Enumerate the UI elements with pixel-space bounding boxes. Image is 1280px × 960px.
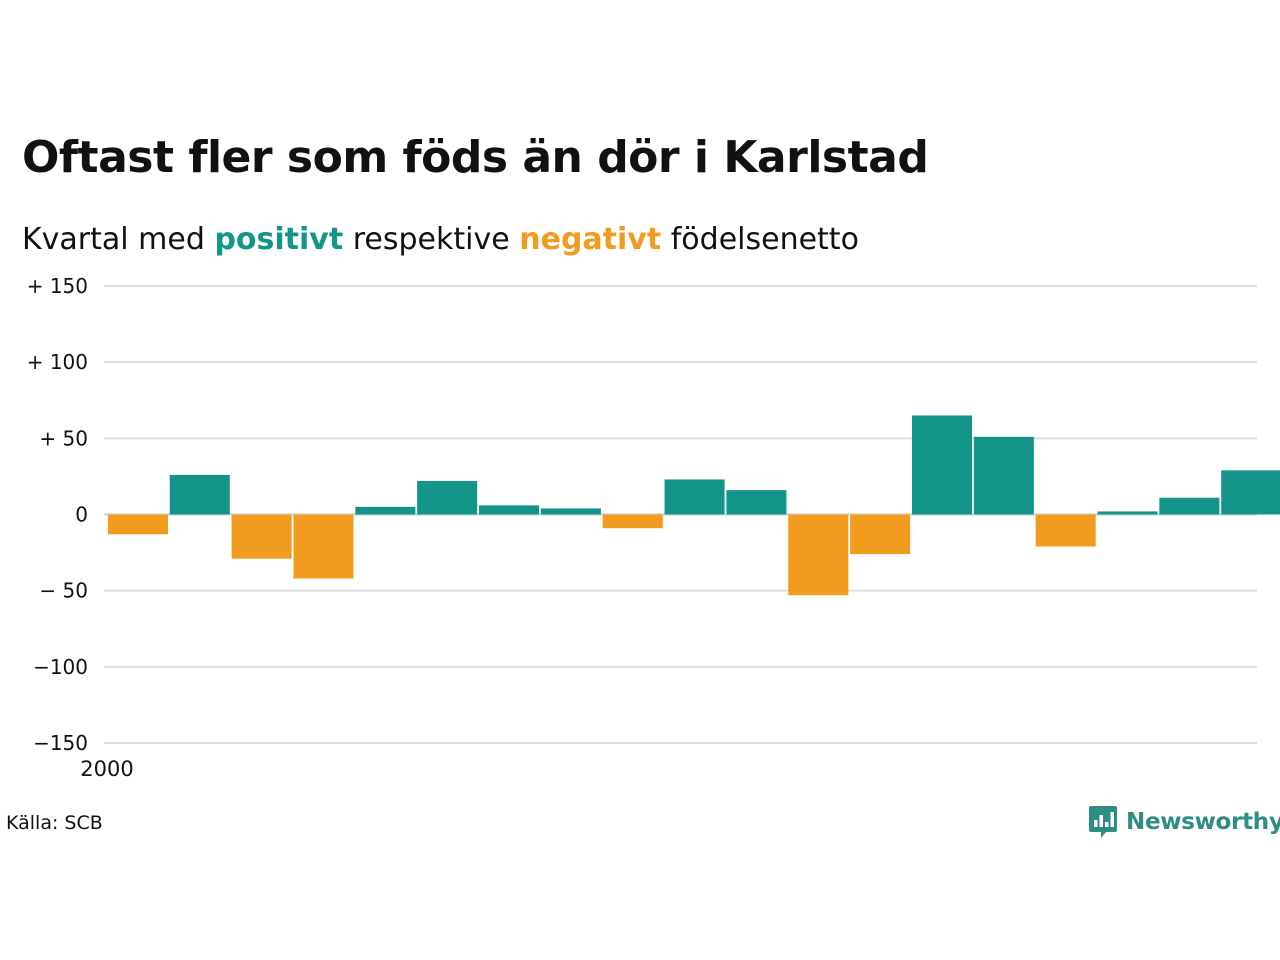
bar [911,415,972,515]
newsworthy-logo: Newsworthy [1088,804,1280,840]
bar [107,514,168,535]
subtitle-positive-word: positivt [214,222,344,257]
subtitle-prefix: Kvartal med [22,222,205,257]
subtitle-suffix: födelsenetto [670,222,859,257]
subtitle-middle: respektive [352,222,510,257]
bar [1097,511,1158,515]
newsworthy-logo-text: Newsworthy [1126,809,1280,835]
bar [664,479,725,515]
bar [1221,470,1280,515]
y-tick-label: −100 [33,655,88,679]
source-note: Källa: SCB [6,812,103,834]
y-tick-label: + 50 [39,426,88,450]
bar [293,514,354,579]
bar [169,474,230,515]
bar [973,436,1034,515]
bar [231,514,292,559]
bar [417,480,478,515]
y-tick-label: + 100 [27,350,88,374]
bar-chart: + 150+ 100+ 500− 50−100−1502000200520102… [27,274,1280,781]
bar [540,508,601,515]
bar [726,490,787,515]
x-tick-label: 2000 [80,757,133,781]
bar [355,506,416,515]
bar [1159,497,1220,515]
bar [1035,514,1096,547]
chart-title: Oftast fler som föds än dör i Karlstad [22,132,929,183]
bar [788,514,849,596]
y-tick-label: − 50 [39,579,88,603]
chart-subtitle: Kvartal med positivt respektive negativt… [22,222,859,257]
newsworthy-logo-icon [1089,806,1117,838]
y-tick-label: 0 [75,503,88,527]
bar [479,505,540,515]
y-tick-label: −150 [33,731,88,755]
subtitle-negative-word: negativt [519,222,662,257]
y-tick-label: + 150 [27,274,88,298]
bar [602,514,663,529]
bar [850,514,911,555]
